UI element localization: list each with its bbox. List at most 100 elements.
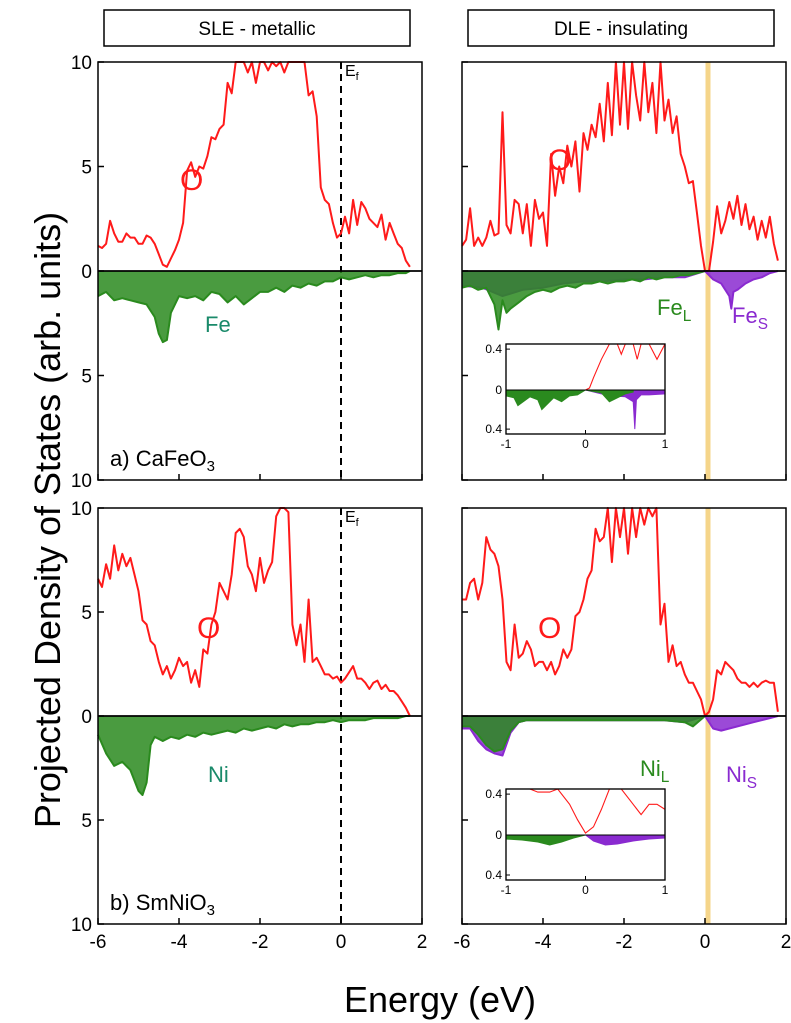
x-tick-label: -2 xyxy=(616,932,633,953)
inset-x-tick-label: 0 xyxy=(582,437,589,451)
series-line-oxygen xyxy=(462,507,779,717)
series-group xyxy=(97,61,411,344)
series-line-metal_large xyxy=(97,715,410,796)
panel-label-prefix: b) xyxy=(110,890,136,915)
panel-label-prefix: a) xyxy=(110,446,136,471)
series-fill-metal_large xyxy=(98,271,410,343)
y-axis-title: Projected Density of States (arb. units) xyxy=(27,212,68,828)
inset-y-tick-label: 0.4 xyxy=(485,342,502,356)
inset-x-tick-label: -1 xyxy=(501,883,512,897)
x-tick-label: 2 xyxy=(417,932,428,953)
species-label-text: Ni xyxy=(208,762,229,787)
y-tick-label: 5 xyxy=(81,367,92,388)
y-tick-label: 10 xyxy=(71,53,92,74)
x-tick-label: -6 xyxy=(90,932,107,953)
inset-x-tick-label: 1 xyxy=(662,437,669,451)
x-tick-label: 2 xyxy=(781,932,791,953)
species-label-text: Fe xyxy=(657,295,683,320)
species-label-text: Fe xyxy=(732,303,758,328)
species-label-text: O xyxy=(180,164,203,197)
species-label-text: O xyxy=(197,612,220,645)
series-fill-metal_large xyxy=(462,271,705,330)
fermi-label-sub: f xyxy=(356,71,360,83)
species-label-text: O xyxy=(538,612,561,645)
species-label: Fe xyxy=(205,312,231,337)
x-tick-label: -2 xyxy=(252,932,269,953)
fermi-label-text: E xyxy=(345,63,356,80)
y-tick-label: 10 xyxy=(71,915,92,936)
x-axis-title: Energy (eV) xyxy=(344,979,536,1020)
series-group xyxy=(462,507,779,757)
series-line-oxygen xyxy=(461,61,779,272)
series-fill-metal_large xyxy=(98,716,410,795)
species-label-text: Ni xyxy=(640,756,661,781)
inset-frame xyxy=(505,343,666,435)
species-label: O xyxy=(548,144,571,177)
x-tick-label: -4 xyxy=(171,932,188,953)
species-label: FeL xyxy=(657,295,692,325)
fermi-label-sub: f xyxy=(356,517,360,529)
panel-label: a) CaFeO3 xyxy=(110,446,215,475)
header-right: DLE - insulating xyxy=(467,9,775,47)
header-right-label: DLE - insulating xyxy=(554,19,688,40)
y-tick-label: 5 xyxy=(81,811,92,832)
species-label: NiL xyxy=(640,756,670,786)
x-tick-label: -6 xyxy=(454,932,471,953)
series-group xyxy=(461,61,779,331)
inset-x-tick-label: 0 xyxy=(582,883,589,897)
species-label-sub: L xyxy=(661,769,670,786)
inset-y-tick-label: 0.4 xyxy=(485,422,502,436)
y-tick-label: 5 xyxy=(81,158,92,179)
inset-y-tick-label: 0 xyxy=(495,383,502,397)
inset-y-tick-label: 0.4 xyxy=(485,868,502,882)
inset-fill-metal_large xyxy=(505,389,634,411)
fermi-label-text: E xyxy=(345,509,356,526)
y-tick-label: 10 xyxy=(71,499,92,520)
inset-plot: -1 0 1 0.4 0 0.4 xyxy=(485,342,668,451)
panel-b-sle: Ef -6 -4 -2 0 2 10 5 0 5 10 b) SmNiO3 O Ni xyxy=(71,499,427,953)
species-label: NiS xyxy=(726,762,757,792)
series-line-oxygen xyxy=(97,507,411,717)
x-tick-label: -4 xyxy=(535,932,552,953)
species-label-sub: L xyxy=(683,308,692,325)
y-tick-label: 10 xyxy=(71,471,92,492)
species-label-sub: S xyxy=(758,316,768,333)
species-label: Ni xyxy=(208,762,229,787)
panel-label-sub: 3 xyxy=(207,902,215,919)
inset-y-tick-label: 0.4 xyxy=(485,787,502,801)
panel-label-sub: 3 xyxy=(207,458,215,475)
series-line-oxygen xyxy=(97,61,411,268)
header-left-label: SLE - metallic xyxy=(198,19,315,40)
header-left: SLE - metallic xyxy=(103,9,411,47)
inset-x-tick-label: -1 xyxy=(501,437,512,451)
series-line-metal_large xyxy=(461,270,706,331)
fermi-level-label: Ef xyxy=(345,63,360,83)
series-line-metal_large xyxy=(97,270,411,344)
species-label: O xyxy=(538,612,561,645)
species-label-text: Fe xyxy=(205,312,231,337)
inset-line-oxygen xyxy=(529,788,666,834)
y-tick-label: 0 xyxy=(81,707,92,728)
fermi-level-label: Ef xyxy=(345,509,360,529)
species-label-sub: S xyxy=(747,775,757,792)
species-label-text: O xyxy=(548,144,571,177)
header-right-box xyxy=(467,9,775,47)
inset-x-tick-label: 1 xyxy=(662,883,669,897)
panel-label: b) SmNiO3 xyxy=(110,890,215,919)
series-line-metal_large xyxy=(462,715,706,753)
series-group xyxy=(97,507,411,796)
inset-plot: -1 0 1 0.4 0 0.4 xyxy=(485,787,668,897)
species-label-text: Ni xyxy=(726,762,747,787)
x-tick-label: 0 xyxy=(336,932,347,953)
inset-y-tick-label: 0 xyxy=(495,828,502,842)
series-fill-metal_large xyxy=(462,716,705,752)
panel-a-sle: Ef 10 5 0 5 10 a) CaFeO3 O Fe xyxy=(71,53,423,492)
species-label: O xyxy=(180,164,203,197)
header-left-box xyxy=(103,9,411,47)
inset-fill-metal_large xyxy=(505,834,586,846)
species-label: O xyxy=(197,612,220,645)
x-tick-label: 0 xyxy=(700,932,711,953)
panel-label-formula: SmNiO xyxy=(136,890,207,915)
